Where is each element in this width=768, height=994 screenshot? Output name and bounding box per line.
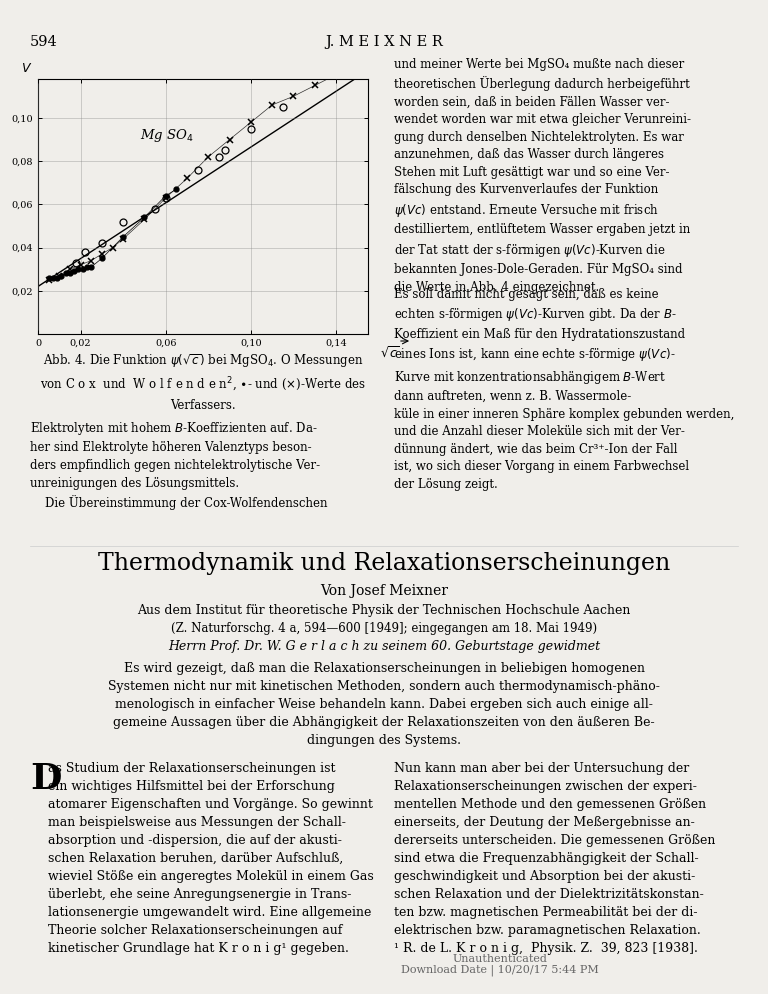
Text: Unauthenticated: Unauthenticated bbox=[452, 954, 548, 964]
Text: D: D bbox=[30, 762, 61, 796]
Text: Elektrolyten mit hohem $B$-Koeffizienten auf. Da-
her sind Elektrolyte höheren V: Elektrolyten mit hohem $B$-Koeffizienten… bbox=[30, 420, 327, 510]
Text: Es wird gezeigt, daß man die Relaxationserscheinungen in beliebigen homogenen
Sy: Es wird gezeigt, daß man die Relaxations… bbox=[108, 662, 660, 747]
Text: $\sqrt{c}$: $\sqrt{c}$ bbox=[380, 346, 400, 361]
Text: Download Date | 10/20/17 5:44 PM: Download Date | 10/20/17 5:44 PM bbox=[401, 964, 599, 976]
Text: Von Josef Meixner: Von Josef Meixner bbox=[320, 584, 448, 598]
Text: Herrn Prof. Dr. W. G e r l a c h zu seinem 60. Geburtstage gewidmet: Herrn Prof. Dr. W. G e r l a c h zu sein… bbox=[168, 640, 600, 653]
Text: Nun kann man aber bei der Untersuchung der
Relaxationserscheinungen zwischen der: Nun kann man aber bei der Untersuchung d… bbox=[394, 762, 715, 955]
Text: Abb. 4. Die Funktion $\psi(\sqrt{c})$ bei MgSO$_4$. O Messungen
von C o x  und  : Abb. 4. Die Funktion $\psi(\sqrt{c})$ be… bbox=[40, 352, 366, 413]
Text: J. M E I X N E R: J. M E I X N E R bbox=[325, 35, 443, 49]
Text: $V$: $V$ bbox=[21, 62, 32, 75]
Text: (Z. Naturforschg. 4 a, 594—600 [1949]; eingegangen am 18. Mai 1949): (Z. Naturforschg. 4 a, 594—600 [1949]; e… bbox=[171, 622, 597, 635]
Text: Es soll damit nicht gesagt sein, daß es keine
echten s-förmigen $\psi(V c)$-Kurv: Es soll damit nicht gesagt sein, daß es … bbox=[394, 288, 734, 491]
Text: 594: 594 bbox=[30, 35, 58, 49]
Text: Aus dem Institut für theoretische Physik der Technischen Hochschule Aachen: Aus dem Institut für theoretische Physik… bbox=[137, 604, 631, 617]
Text: und meiner Werte bei MgSO₄ mußte nach dieser
theoretischen Überlegung dadurch he: und meiner Werte bei MgSO₄ mußte nach di… bbox=[394, 58, 691, 293]
Text: as Studium der Relaxationserscheinungen ist
ein wichtiges Hilfsmittel bei der Er: as Studium der Relaxationserscheinungen … bbox=[48, 762, 374, 955]
Text: Thermodynamik und Relaxationserscheinungen: Thermodynamik und Relaxationserscheinung… bbox=[98, 552, 670, 575]
Text: Mg SO$_4$: Mg SO$_4$ bbox=[141, 126, 194, 143]
